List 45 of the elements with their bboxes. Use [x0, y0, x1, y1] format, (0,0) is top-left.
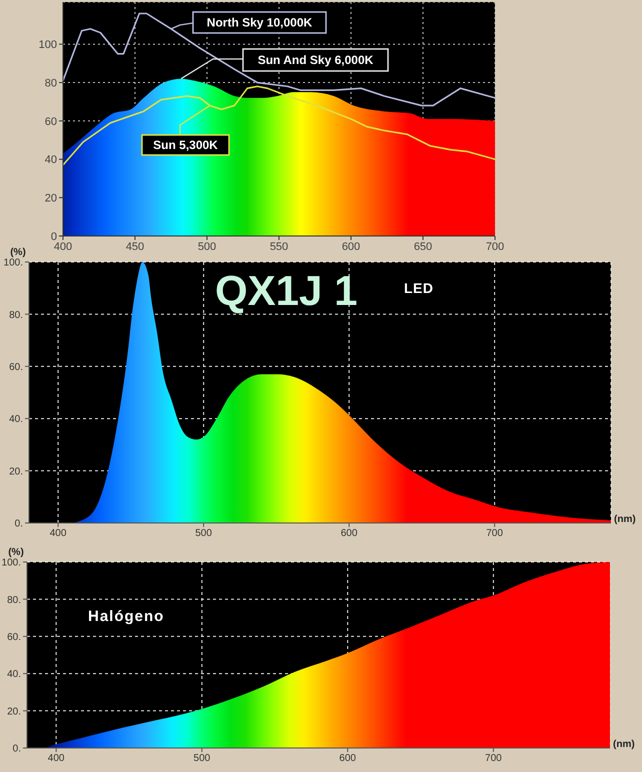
- y-tick-label: 60: [44, 116, 57, 128]
- x-tick-label: 400: [48, 753, 65, 764]
- y-tick-label: 80: [44, 77, 57, 90]
- y-tick-label: 40.: [7, 669, 21, 680]
- x-tick-label: 400: [54, 240, 72, 253]
- x-tick-label: 450: [126, 240, 144, 253]
- annotation: Halógeno: [88, 608, 164, 625]
- annotation: LED: [404, 280, 434, 296]
- x-tick-label: 400: [50, 528, 67, 540]
- y-tick-label: 100.: [2, 558, 21, 569]
- x-axis-title: (nm): [614, 514, 636, 525]
- text: Sun And Sky 6,000K: [258, 53, 374, 67]
- x-tick-label: 500: [198, 240, 216, 253]
- y-tick-label: 20.: [7, 706, 21, 718]
- y-tick-label: 40.: [9, 414, 23, 426]
- y-axis-title: (%): [8, 547, 24, 558]
- y-tick-label: 80.: [7, 594, 21, 606]
- y-tick-label: 100.: [4, 258, 23, 269]
- x-axis-title: (nm): [613, 739, 635, 750]
- text: Sun 5,300K: [153, 138, 218, 152]
- y-axis-title: (%): [10, 247, 26, 258]
- y-tick-label: 60.: [9, 362, 23, 373]
- x-tick-label: 700: [486, 240, 504, 253]
- y-tick-label: 20: [44, 192, 57, 205]
- y-tick-label: 40: [44, 154, 57, 166]
- y-tick-label: 0: [50, 230, 57, 243]
- x-tick-label: 600: [340, 528, 358, 540]
- line-series: [63, 12, 495, 106]
- x-tick-label: 650: [414, 240, 432, 253]
- legend-label: North Sky 10,000K: [206, 16, 313, 30]
- y-tick-label: 0.: [14, 518, 23, 530]
- x-tick-label: 500: [194, 753, 211, 764]
- y-tick-label: 0.: [12, 744, 21, 755]
- x-tick-label: 550: [270, 240, 288, 253]
- y-tick-label: 60.: [7, 632, 21, 643]
- x-tick-label: 700: [486, 528, 504, 540]
- line-series: [63, 86, 495, 166]
- annotation: QX1J 1: [215, 267, 358, 314]
- x-tick-label: 700: [485, 753, 502, 764]
- x-tick-label: 600: [339, 753, 356, 764]
- y-tick-label: 100: [38, 39, 57, 52]
- y-tick-label: 80.: [9, 310, 23, 321]
- x-tick-label: 600: [342, 240, 360, 253]
- x-tick-label: 500: [195, 528, 212, 540]
- y-tick-label: 20.: [9, 466, 23, 478]
